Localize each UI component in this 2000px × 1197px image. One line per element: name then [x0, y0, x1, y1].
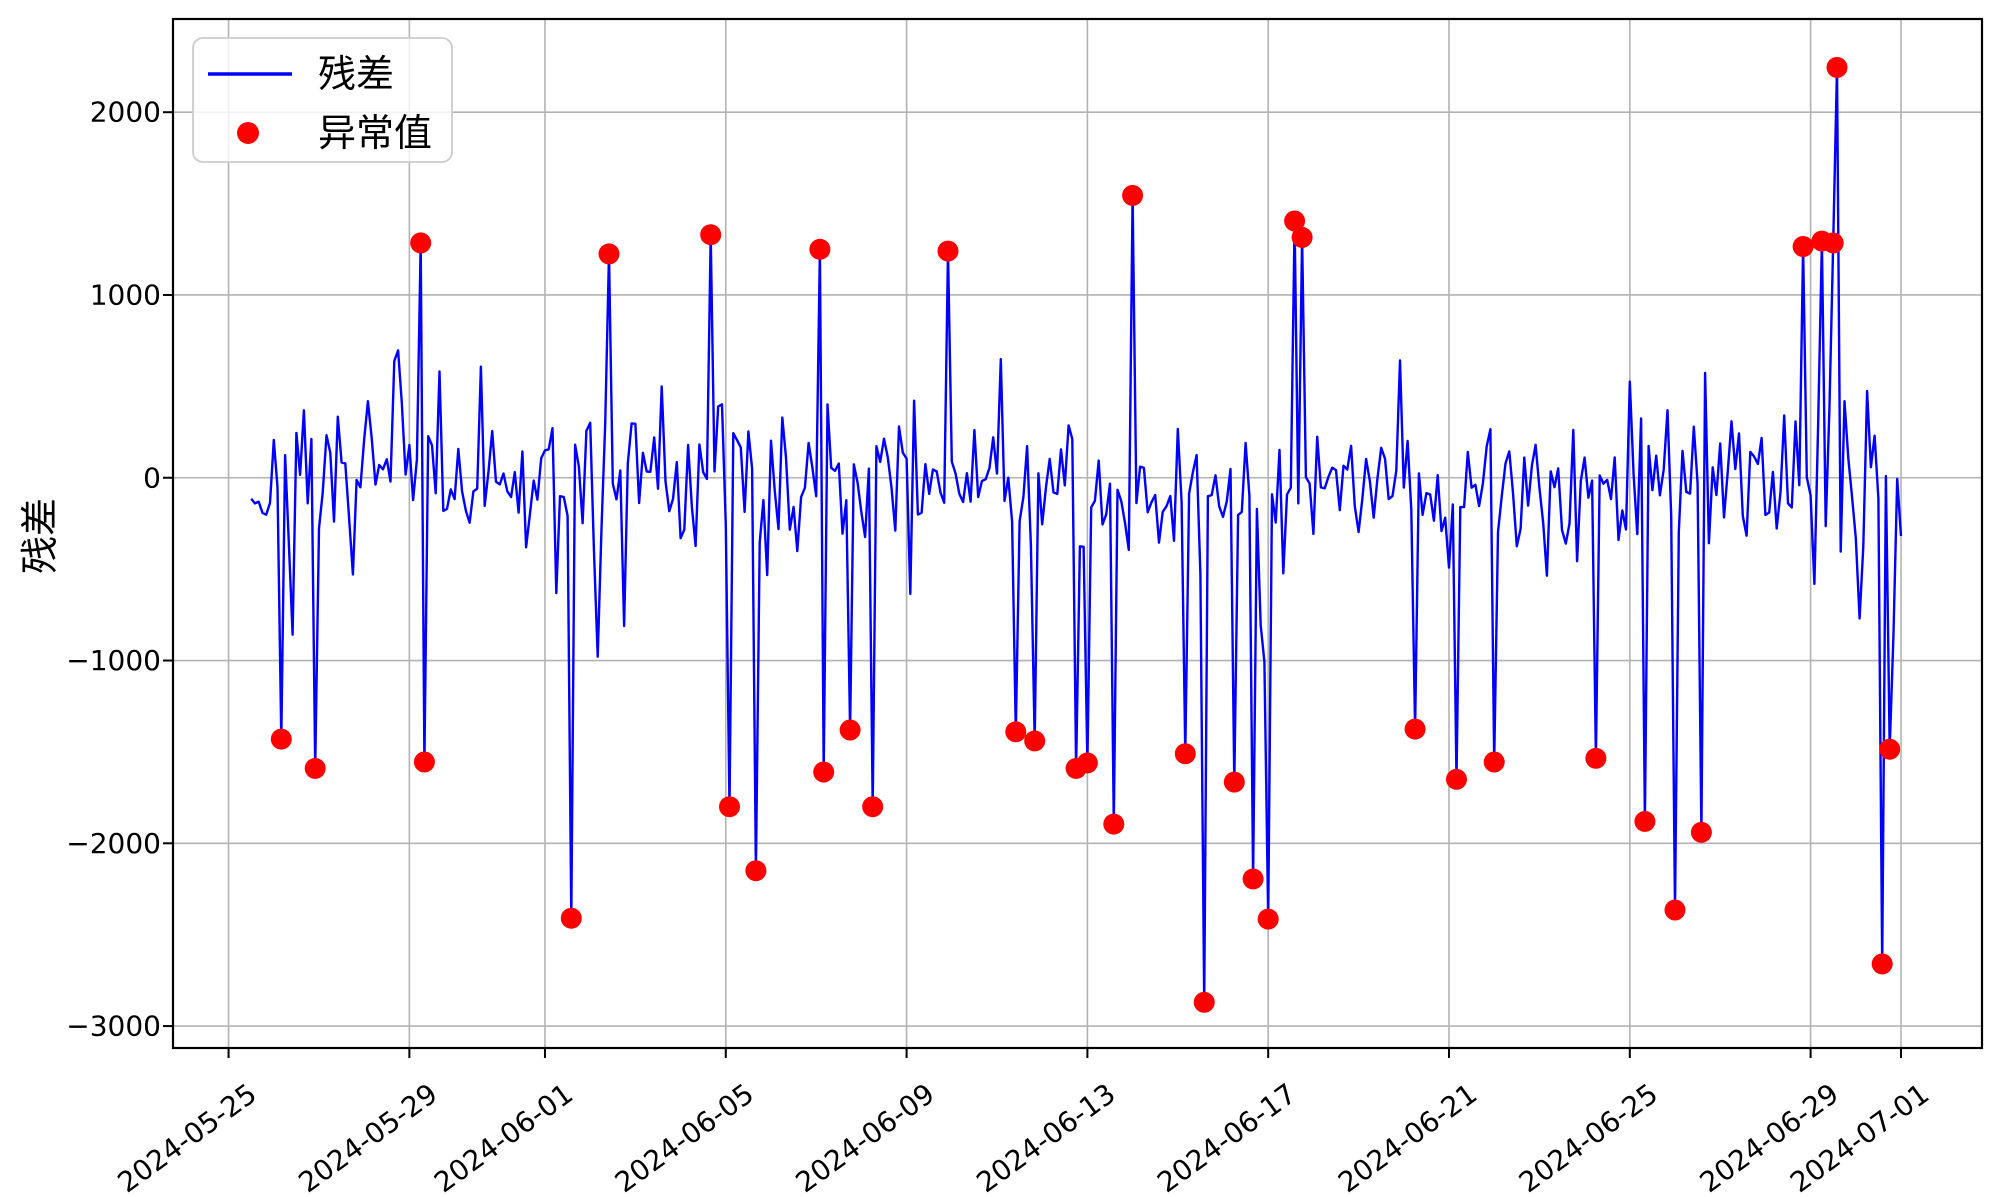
x-tick-label: 2024-06-13: [970, 1077, 1121, 1197]
outlier-dot: [700, 224, 722, 246]
outlier-dot: [304, 757, 326, 779]
plot-border: [171, 17, 1984, 1050]
outlier-dot: [1122, 184, 1144, 206]
outlier-dot: [1242, 868, 1264, 890]
outlier-dot: [1822, 232, 1844, 254]
y-tick-label: 1000: [90, 278, 161, 311]
y-tick-label: −2000: [66, 827, 161, 860]
axis-ticks: [163, 111, 1903, 1058]
outlier-dot: [598, 243, 620, 265]
y-axis-label: 残差: [18, 498, 62, 574]
outlier-dot: [1446, 768, 1467, 790]
residual-line-series: [250, 66, 1903, 1004]
outlier-dot: [1871, 953, 1893, 975]
grid-lines: [173, 19, 1982, 1048]
y-tick-labels: 2000 1000 0 −1000 −2000 −3000: [66, 96, 161, 1043]
outlier-dot: [1585, 747, 1607, 769]
y-tick-label: −1000: [66, 644, 161, 677]
x-tick-label: 2024-06-01: [428, 1077, 579, 1197]
outlier-dot: [862, 796, 884, 818]
outlier-dot: [1024, 730, 1046, 752]
legend-label-outlier: 异常值: [318, 111, 432, 155]
outlier-dot: [1193, 991, 1215, 1013]
outlier-dot: [745, 860, 767, 882]
outlier-dot: [1291, 226, 1313, 248]
outlier-dot: [1174, 743, 1196, 765]
outlier-dot: [413, 751, 435, 773]
x-tick-label: 2024-06-25: [1513, 1077, 1664, 1197]
legend-dot-sample-icon: [237, 122, 259, 144]
outlier-dot: [1826, 56, 1848, 78]
x-tick-label: 2024-05-25: [112, 1077, 263, 1197]
legend: 残差 异常值: [192, 37, 453, 163]
outlier-dot: [1634, 810, 1656, 832]
y-tick-label: 0: [143, 461, 161, 494]
outlier-dot: [1690, 821, 1712, 843]
outlier-points: [270, 56, 1901, 1013]
outlier-dot: [1223, 771, 1245, 793]
x-tick-label: 2024-06-17: [1151, 1077, 1302, 1197]
outlier-dot: [1257, 908, 1279, 930]
outlier-dot: [1005, 721, 1027, 743]
y-tick-label: −3000: [66, 1010, 161, 1043]
outlier-dot: [270, 728, 292, 750]
legend-label-residual: 残差: [318, 52, 394, 96]
x-tick-label: 2024-06-05: [609, 1077, 760, 1197]
outlier-dot: [1664, 899, 1686, 921]
outlier-dot: [809, 238, 831, 260]
outlier-dot: [1076, 752, 1098, 774]
outlier-dot: [1483, 751, 1505, 773]
outlier-dot: [1792, 236, 1814, 257]
outlier-dot: [1879, 738, 1901, 760]
outlier-dot: [839, 719, 861, 741]
outlier-dot: [937, 240, 959, 262]
outlier-dot: [560, 907, 582, 929]
y-tick-label: 2000: [90, 96, 161, 129]
outlier-dot: [719, 796, 740, 818]
outlier-dot: [410, 232, 432, 254]
x-tick-label: 2024-05-29: [292, 1077, 443, 1197]
outlier-dot: [1404, 718, 1426, 740]
outlier-dot: [1284, 210, 1306, 232]
x-tick-label: 2024-06-09: [790, 1077, 941, 1197]
outlier-dot: [813, 761, 835, 783]
outlier-dot: [1103, 813, 1125, 835]
x-tick-label: 2024-06-21: [1332, 1077, 1483, 1197]
